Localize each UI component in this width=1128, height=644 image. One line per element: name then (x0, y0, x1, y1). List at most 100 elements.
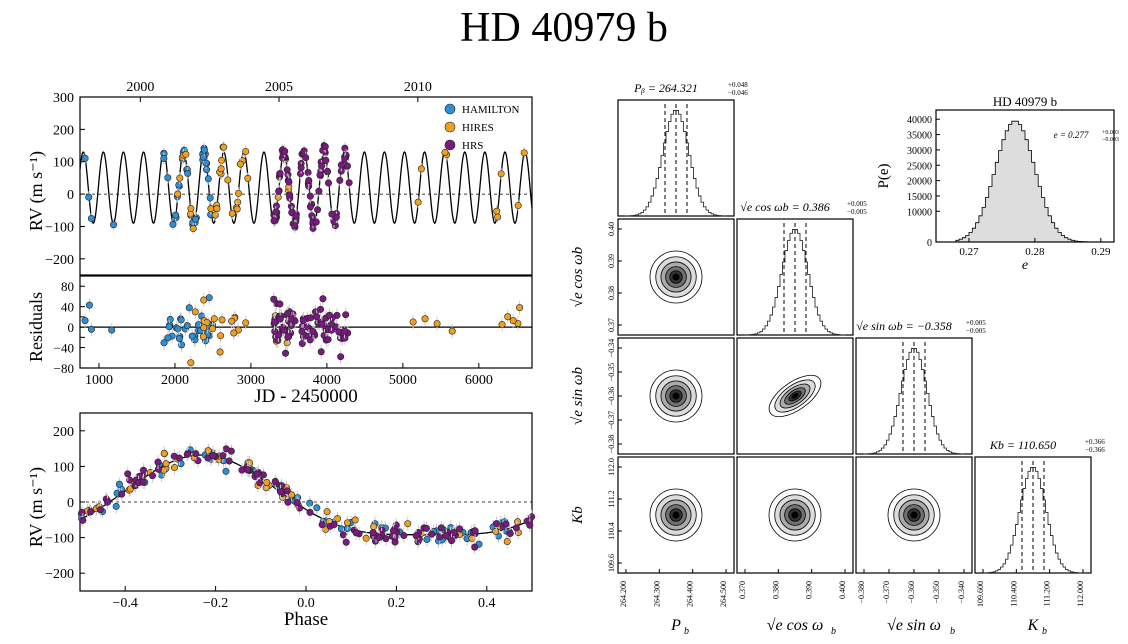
rv-time-point-hires (514, 202, 522, 210)
rv-phase-point-hrs (219, 452, 227, 460)
rv-time-point-hires (244, 174, 252, 182)
corner-xlabel-2: √e sin ω (887, 617, 941, 634)
rv-time-point-hrs (300, 147, 308, 155)
e-hist-xtick-label: 0.27 (959, 246, 979, 258)
rv-phase-point-hrs (492, 520, 500, 528)
rv-time-point-hires (497, 170, 505, 178)
corner-ytick-label-2: −0.37 (607, 411, 616, 430)
rv-phase-point-hrs (512, 524, 520, 532)
rv-phase-point-hrs (256, 479, 264, 487)
rv-time-point-hires (494, 213, 502, 221)
e-hist-ytick-label: 20000 (907, 177, 932, 188)
rv-phase-ytick-label: −200 (45, 567, 74, 582)
corner-xlabel-0-sub: b (684, 626, 689, 637)
corner-hist-2 (863, 348, 964, 455)
residuals-point-hires (509, 317, 517, 325)
residuals-point-hrs (318, 320, 326, 328)
rv-phase-point-hrs (502, 520, 510, 528)
residuals-point-hamilton (188, 332, 196, 340)
corner-title-0: Pᵦ = 264.321 (633, 81, 698, 95)
corner-xtick-label-2: −0.350 (932, 581, 941, 604)
e-hist-annotation-plus: +0.003 (1102, 130, 1119, 136)
rv-phase-point-hrs (154, 458, 162, 466)
residuals-xtick-label: 6000 (465, 373, 493, 388)
rv-time-point-hires (176, 174, 184, 182)
rv-phase-point-hrs (352, 529, 360, 537)
residuals-point-hires (516, 304, 524, 312)
residuals-point-hires (409, 318, 417, 326)
legend-label-hamilton: HAMILTON (462, 104, 520, 116)
corner-xlabel-3: K (1027, 617, 1040, 634)
rv-phase-point-hrs (428, 530, 436, 538)
rv-phase-point-hrs (330, 521, 338, 529)
corner-contour-1-0-level (672, 273, 680, 281)
rv-phase-ylabel: RV (m s⁻¹) (26, 467, 47, 547)
rv-time-point-hires (441, 148, 449, 156)
rv-time-point-hires (417, 165, 425, 173)
rv-phase-point-hamilton (112, 502, 120, 510)
corner-xtick-label-1: 0.380 (771, 581, 780, 599)
rv-time-point-hrs (345, 179, 353, 187)
rv-phase-point-hrs (278, 482, 286, 490)
rv-phase-xtick-label: −0.2 (203, 596, 228, 611)
corner-xlabel-0: P (670, 617, 681, 634)
rv-phase-point-hrs (149, 472, 157, 480)
rv-phase-point-hrs (118, 490, 126, 498)
corner-ytick-label-3: 112.0 (607, 458, 616, 476)
corner-cell-1-1 (736, 218, 854, 336)
corner-xtick-label-0: 264.200 (619, 581, 628, 607)
residuals-point-hrs (271, 327, 279, 335)
residuals-point-hrs (271, 318, 279, 326)
e-hist-xtick-label: 0.28 (1025, 246, 1045, 258)
corner-ytick-label-1: 0.40 (607, 222, 616, 236)
corner-xtick-label-2: −0.370 (882, 581, 891, 604)
rv-phase-point-hrs (450, 528, 458, 536)
corner-ytick-label-2: −0.35 (607, 363, 616, 382)
rv-time-point-hrs (285, 178, 293, 186)
corner-cell-2-2 (855, 337, 973, 455)
residuals-point-hamilton (185, 304, 193, 312)
e-hist-ytick-label: 0 (927, 238, 932, 249)
rv-phase-point-hrs (339, 531, 347, 539)
residuals-point-hrs (287, 315, 295, 323)
rv-phase-point-hrs (209, 451, 217, 459)
rv-time-point-hires (217, 165, 225, 173)
corner-cell-1-0 (617, 218, 735, 336)
corner-contour-1-0 (649, 250, 703, 304)
residuals-point-hires (191, 308, 199, 316)
legend-marker-hamilton (444, 103, 456, 115)
corner-contour-3-0-level (672, 511, 680, 519)
legend-marker-hrs (444, 139, 456, 151)
residuals-point-hires (433, 320, 441, 328)
corner-xtick-label-1: 0.390 (805, 581, 814, 599)
residuals-point-hrs (306, 336, 314, 344)
rv-phase-point-hrs (244, 466, 252, 474)
rv-phase-point-hires (160, 449, 168, 457)
corner-xlabel-2-sub: b (950, 626, 955, 637)
rv-phase-point-hrs (276, 488, 284, 496)
corner-ytick-label-2: −0.38 (607, 435, 616, 454)
rv-time-point-hrs (341, 144, 349, 152)
rv-phase-point-hires (362, 534, 370, 542)
rv-time-point-hamilton (87, 214, 95, 222)
corner-xtick-label-2: −0.360 (907, 581, 916, 604)
residuals-point-hrs (307, 314, 315, 322)
residuals-ytick-label: 80 (61, 279, 74, 294)
rv-time-top-label: 2000 (126, 80, 154, 95)
rv-time-point-hires (520, 149, 528, 157)
residuals-point-hires (210, 315, 218, 323)
e-hist-annotation-minus: −0.003 (1102, 137, 1119, 143)
rv-phase-point-hrs (471, 543, 479, 551)
rv-phase-point-hrs (506, 530, 514, 538)
rv-time-point-hrs (302, 154, 310, 162)
rv-time-point-hamilton (81, 154, 89, 162)
rv-time-point-hrs (291, 222, 299, 230)
residuals-point-hires (230, 329, 238, 337)
rv-time-point-hrs (272, 208, 280, 216)
rv-time-point-hrs (276, 169, 284, 177)
rv-phase-point-hires (514, 518, 522, 526)
rv-time-point-hrs (341, 156, 349, 164)
corner-title-2-plus: +0.005 (966, 319, 986, 327)
rv-phase-point-hrs (400, 532, 408, 540)
corner-contour-3-2 (887, 488, 941, 542)
